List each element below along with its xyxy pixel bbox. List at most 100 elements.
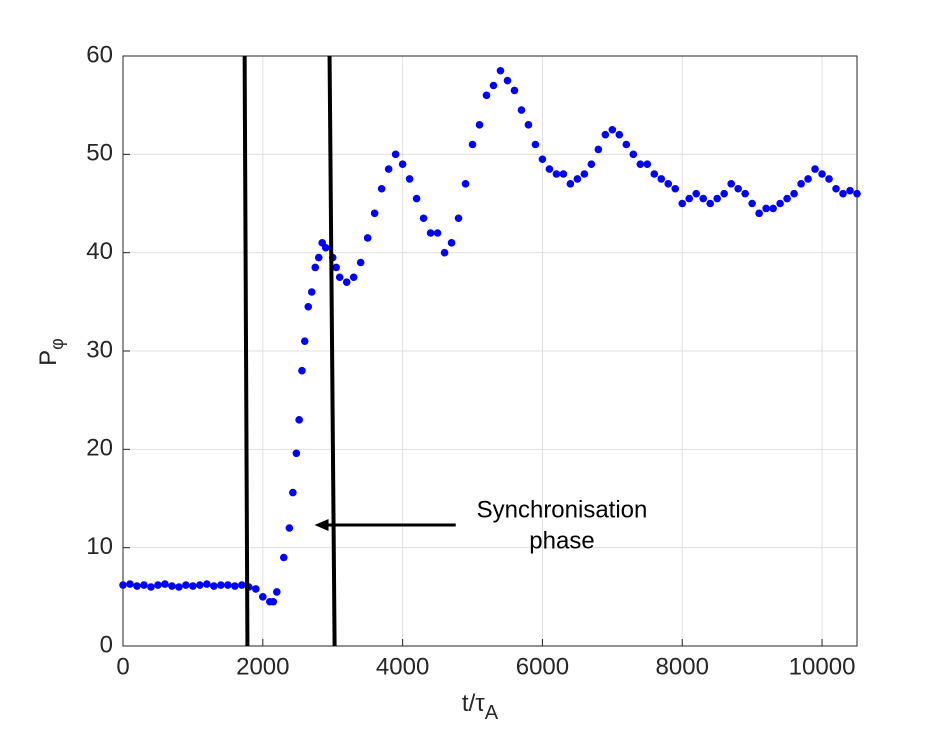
data-point — [545, 165, 554, 173]
data-point — [566, 180, 575, 188]
data-point — [217, 581, 225, 589]
data-point — [825, 175, 833, 183]
data-point — [636, 160, 645, 168]
data-point — [279, 553, 288, 562]
data-point — [811, 165, 819, 173]
data-point — [440, 248, 449, 257]
data-point — [643, 160, 652, 168]
data-point — [797, 180, 805, 188]
data-point — [238, 581, 246, 589]
y-label-sub: φ — [47, 338, 67, 350]
data-point — [748, 199, 756, 208]
y-tick-label: 10 — [86, 533, 113, 560]
data-point — [580, 170, 589, 178]
data-point — [412, 194, 421, 203]
data-point — [587, 160, 596, 168]
x-tick-label: 6000 — [516, 653, 569, 680]
data-point — [559, 170, 568, 178]
data-point — [419, 214, 428, 223]
arrow-head — [314, 519, 329, 532]
data-point — [332, 263, 341, 272]
data-point — [231, 582, 239, 590]
phase-line — [327, 55, 337, 647]
data-point — [482, 91, 491, 100]
data-point — [289, 488, 297, 497]
data-point — [295, 416, 303, 424]
data-point — [147, 583, 155, 591]
data-point — [349, 273, 358, 282]
data-point — [307, 288, 316, 296]
data-point — [706, 199, 714, 208]
data-point — [161, 580, 169, 588]
data-point — [713, 194, 721, 203]
data-point — [196, 581, 204, 589]
data-point — [664, 180, 673, 188]
data-point — [846, 186, 854, 195]
y-tick-label: 30 — [86, 336, 113, 363]
data-point — [629, 150, 638, 159]
data-point — [314, 253, 323, 262]
data-point — [510, 86, 519, 95]
data-point — [311, 263, 320, 272]
data-point — [790, 189, 798, 198]
data-point — [252, 585, 260, 593]
data-point — [685, 194, 694, 203]
data-point — [298, 366, 306, 375]
y-tick-label: 0 — [100, 631, 113, 658]
x-axis-label: t/τA — [462, 690, 499, 724]
data-point — [370, 209, 379, 218]
data-point — [489, 81, 498, 90]
data-point — [154, 581, 162, 589]
data-point — [391, 150, 400, 159]
y-tick-label: 20 — [86, 435, 113, 462]
data-point — [300, 337, 309, 345]
y-tick-label: 50 — [86, 140, 113, 167]
data-point — [594, 145, 603, 154]
data-point — [356, 258, 365, 267]
data-point — [762, 204, 770, 213]
data-point — [622, 140, 631, 149]
data-point — [335, 273, 344, 282]
data-point — [140, 581, 148, 589]
y-tick-label: 60 — [86, 41, 113, 68]
data-point — [119, 581, 127, 589]
data-point — [804, 175, 812, 183]
data-point — [776, 199, 784, 208]
data-point — [503, 76, 512, 85]
data-point — [552, 170, 561, 178]
data-point — [524, 121, 533, 129]
data-point — [531, 140, 540, 149]
data-point — [272, 588, 281, 596]
data-point — [755, 209, 763, 218]
x-tick-label: 10000 — [789, 653, 856, 680]
data-point — [398, 160, 407, 168]
data-point — [601, 130, 610, 139]
data-point — [853, 189, 861, 198]
data-point — [573, 175, 582, 183]
data-point — [224, 581, 232, 589]
y-tick-label: 40 — [86, 238, 113, 265]
data-point — [468, 140, 477, 149]
data-point — [175, 583, 183, 591]
data-point — [210, 582, 218, 590]
data-point — [720, 189, 728, 198]
data-point — [384, 165, 393, 173]
data-point — [741, 189, 749, 198]
data-point — [538, 155, 547, 164]
plot-frame — [122, 55, 858, 647]
x-label-sub: A — [485, 702, 499, 724]
y-axis-label: Pφ — [35, 338, 66, 366]
data-point — [517, 106, 526, 114]
x-label-main: t/τ — [462, 690, 485, 717]
annotation-text: Synchronisation — [477, 496, 648, 523]
data-point — [321, 243, 330, 252]
data-point — [342, 278, 351, 286]
data-point — [405, 175, 414, 183]
x-tick-label: 0 — [116, 653, 129, 680]
data-point — [769, 204, 777, 213]
data-point — [377, 184, 386, 193]
data-point — [496, 66, 505, 75]
data-point — [433, 229, 442, 237]
data-point — [304, 302, 313, 311]
